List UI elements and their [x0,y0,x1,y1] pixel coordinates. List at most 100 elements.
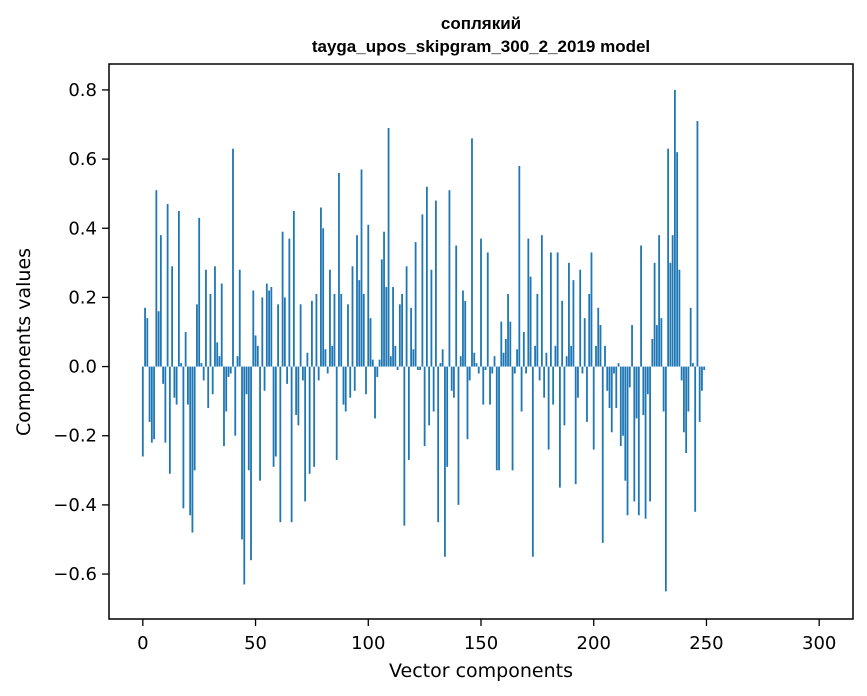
bar-200 [592,366,595,450]
bar-157 [495,366,498,471]
bar-36 [223,366,225,447]
bar-41 [234,366,237,436]
y-tick-label: 0.2 [68,287,97,308]
bar-221 [640,245,642,367]
bar-130 [435,200,437,367]
bars-group [141,89,706,592]
bar-145 [468,366,471,381]
bar-20 [187,366,189,405]
bar-146 [471,138,473,367]
bar-11 [166,204,169,367]
bar-181 [549,252,552,367]
bar-89 [342,366,345,405]
bar-70 [299,304,302,367]
chart-title-line2: tayga_upos_skipgram_300_2_2019 model [312,37,650,56]
x-tick-label: 150 [464,633,498,654]
bar-121 [414,242,417,367]
bar-96 [358,280,361,367]
bar-85 [333,293,336,367]
bar-248 [701,366,703,391]
bar-220 [637,366,640,516]
bar-216 [628,366,631,388]
bar-179 [545,352,548,367]
bar-206 [606,366,609,391]
bar-61 [279,366,282,523]
bar-219 [635,366,638,419]
bar-80 [322,228,325,367]
bar-238 [678,269,681,367]
bar-203 [599,325,602,367]
bar-171 [527,238,530,367]
y-axis-ticks: −0.6 −0.4 −0.2 0.0 0.2 0.4 0.6 0.8 [53,80,109,585]
bar-117 [405,266,408,367]
bar-102 [371,359,374,367]
bar-212 [619,366,622,447]
bar-119 [410,307,413,367]
bar-113 [396,366,399,371]
bar-22 [191,366,194,533]
bar-90 [344,366,347,412]
bar-237 [676,152,679,367]
bar-129 [432,366,435,412]
bar-54 [263,366,266,391]
bar-141 [459,356,462,367]
bar-39 [229,366,232,374]
bar-184 [556,252,559,367]
bar-9 [162,366,165,384]
bar-91 [347,304,349,367]
bar-160 [502,352,505,367]
bar-0 [141,366,144,457]
bar-63 [283,297,286,367]
bar-197 [586,366,588,422]
bar-189 [568,262,570,367]
bar-168 [520,366,523,412]
bar-153 [486,252,489,367]
bar-202 [597,307,600,367]
bar-243 [689,307,692,367]
bar-222 [642,366,645,415]
bar-167 [518,166,521,367]
bar-16 [177,210,180,367]
bar-45 [243,366,246,585]
bar-10 [164,366,167,443]
bar-23 [193,366,196,471]
bar-214 [624,366,627,481]
bar-232 [664,366,667,592]
bar-201 [595,345,597,367]
bar-236 [673,89,676,367]
bar-194 [579,269,582,367]
bar-94 [353,366,356,391]
bar-53 [261,297,264,367]
bar-86 [335,366,338,460]
bar-156 [493,356,496,367]
bar-147 [473,352,476,367]
bar-178 [543,366,546,398]
bar-58 [272,366,275,467]
bar-215 [626,366,629,516]
bar-204 [601,366,604,543]
x-tick-label: 200 [577,633,611,654]
bar-27 [202,366,205,381]
bar-125 [423,366,426,447]
bar-88 [340,293,343,367]
bar-73 [306,352,309,367]
bar-50 [254,335,257,367]
bar-198 [588,293,591,367]
x-tick-label: 50 [244,633,267,654]
bar-143 [464,300,467,367]
bar-176 [538,366,541,381]
bar-127 [428,366,431,426]
bar-131 [437,366,440,523]
bar-191 [572,280,575,367]
bar-25 [198,217,201,367]
bar-68 [295,366,298,415]
bar-74 [308,366,311,474]
bar-244 [692,363,694,367]
bar-199 [590,252,593,367]
bar-67 [292,210,295,367]
y-tick-label: 0.6 [68,149,97,170]
bar-139 [455,245,458,367]
bar-234 [669,262,672,367]
bar-226 [651,338,654,367]
